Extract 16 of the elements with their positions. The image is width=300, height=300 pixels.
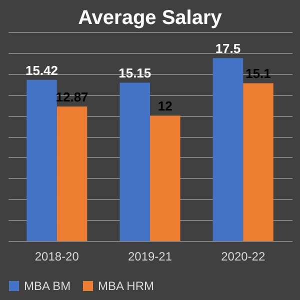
- data-label: 17.5: [215, 41, 241, 56]
- bar: [26, 80, 57, 241]
- bar: [56, 106, 88, 241]
- chart-title: Average Salary: [78, 7, 223, 29]
- bar: [150, 116, 180, 241]
- x-tick-label: 2019-21: [128, 250, 172, 264]
- legend-label: MBA BM: [24, 279, 71, 293]
- bar: [243, 83, 274, 241]
- data-label: 15.42: [25, 62, 58, 78]
- bar: [212, 58, 244, 241]
- bar: [120, 82, 150, 241]
- x-tick-label: 2018-20: [34, 250, 80, 264]
- legend-label: MBA HRM: [98, 279, 154, 293]
- data-label: 15.15: [118, 66, 152, 81]
- data-label: 12: [158, 98, 172, 114]
- x-tick-label: 2020-22: [221, 250, 266, 264]
